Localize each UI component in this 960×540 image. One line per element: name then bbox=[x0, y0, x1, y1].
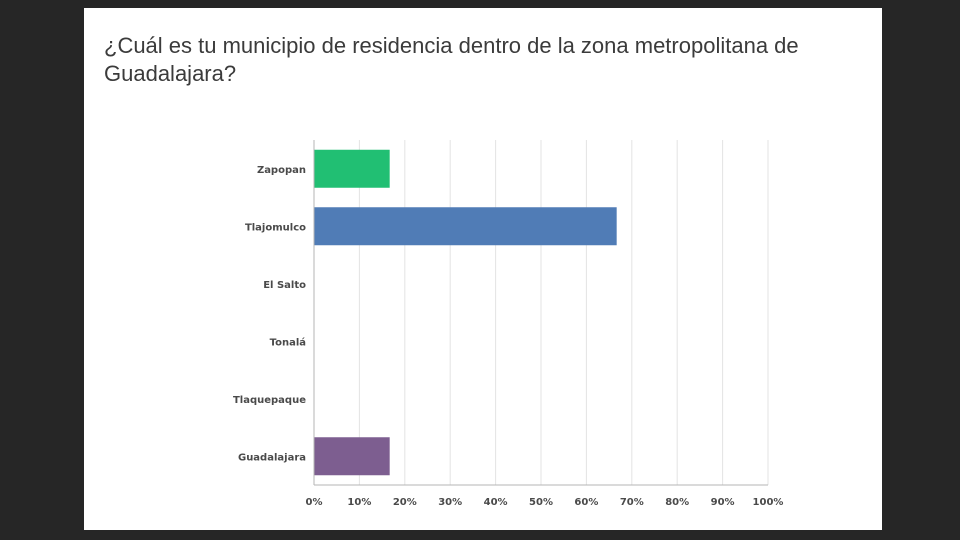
question-title: ¿Cuál es tu municipio de residencia dent… bbox=[104, 33, 799, 86]
x-tick-label: 80% bbox=[665, 497, 689, 508]
bar-tlajomulco bbox=[314, 207, 617, 246]
category-label: El Salto bbox=[263, 280, 306, 291]
x-tick-label: 20% bbox=[393, 497, 417, 508]
category-label: Zapopan bbox=[257, 165, 306, 176]
category-label: Tonalá bbox=[270, 336, 306, 348]
bar-zapopan bbox=[314, 149, 390, 188]
x-tick-label: 100% bbox=[753, 497, 784, 508]
bar-guadalajara bbox=[314, 437, 390, 476]
bar-chart: Zapopan Tlajomulco El Salto Tonalá Tlaquepaq… bbox=[233, 140, 784, 508]
x-tick-label: 10% bbox=[347, 497, 371, 508]
chart-tick-labels: 0% 10% 20% 30% 40% 50% 60% 70% 80% 90% 100% bbox=[306, 497, 784, 508]
category-label: Tlaquepaque bbox=[233, 395, 306, 406]
x-tick-label: 0% bbox=[306, 497, 323, 508]
x-tick-label: 40% bbox=[484, 497, 508, 508]
chart-category-labels: Zapopan Tlajomulco El Salto Tonalá Tlaquepaq… bbox=[233, 165, 306, 464]
category-label: Tlajomulco bbox=[245, 222, 306, 233]
chart-bars bbox=[314, 149, 617, 476]
chart-grid bbox=[313, 140, 769, 485]
x-tick-label: 70% bbox=[620, 497, 644, 508]
survey-question-card: ¿Cuál es tu municipio de residencia dent… bbox=[84, 8, 882, 530]
x-tick-label: 60% bbox=[574, 497, 598, 508]
category-label: Guadalajara bbox=[238, 452, 306, 463]
x-tick-label: 90% bbox=[711, 497, 735, 508]
x-tick-label: 30% bbox=[438, 497, 462, 508]
x-tick-label: 50% bbox=[529, 497, 553, 508]
chart-axis bbox=[313, 140, 768, 486]
